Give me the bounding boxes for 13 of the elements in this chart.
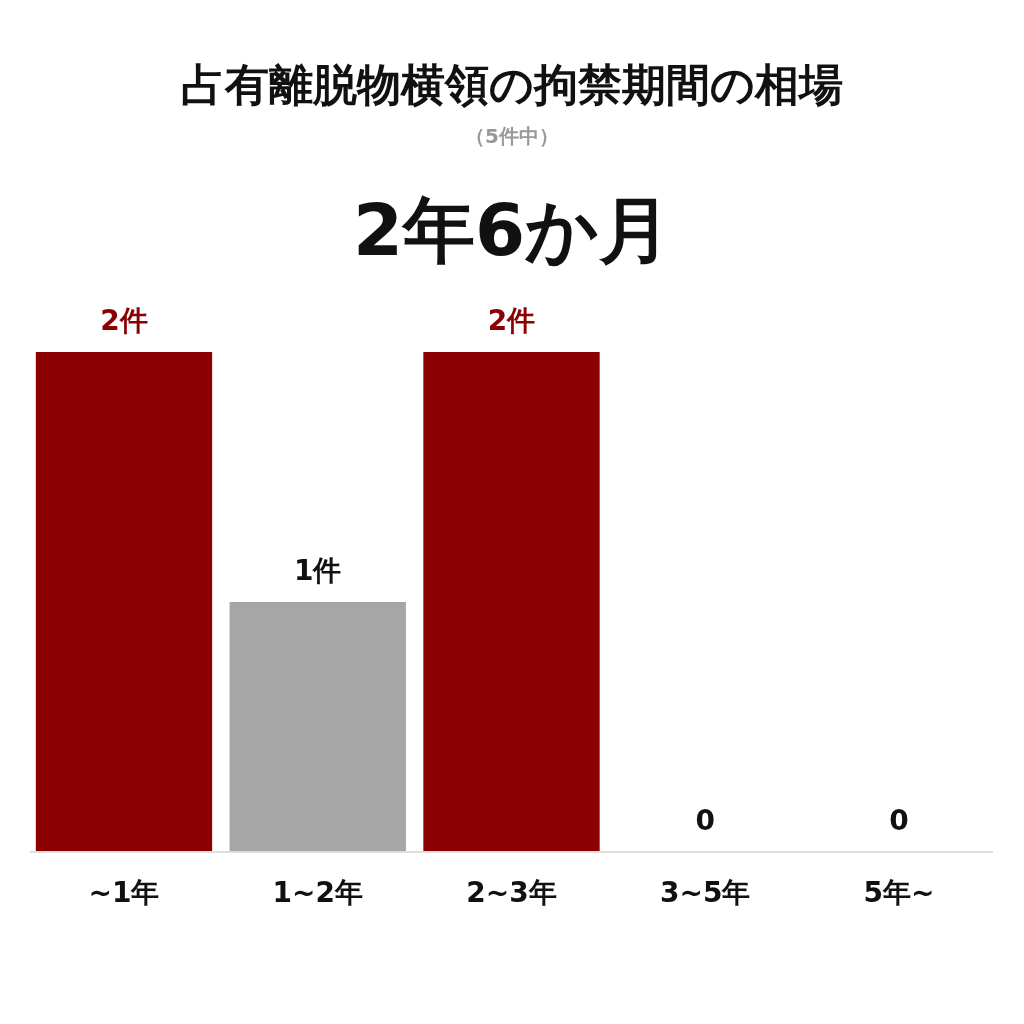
x-tick-label: ~1年 <box>88 876 160 909</box>
data-label: 2件 <box>487 304 536 337</box>
x-tick-label: 3~5年 <box>660 876 751 909</box>
data-label: 2件 <box>100 304 148 337</box>
x-tick-label: 2~3年 <box>466 876 557 909</box>
chart-subtitle: （5件中） <box>465 124 559 148</box>
x-tick-label: 5年~ <box>863 876 935 909</box>
data-label: 0 <box>889 804 909 837</box>
data-label: 1件 <box>294 554 342 587</box>
x-tick-label: 1~2年 <box>272 876 363 909</box>
data-label: 0 <box>695 804 715 837</box>
text: 2年6か月 <box>352 188 672 272</box>
chart-title: 占有離脱物横領の拘禁期間の相場 <box>181 59 843 110</box>
